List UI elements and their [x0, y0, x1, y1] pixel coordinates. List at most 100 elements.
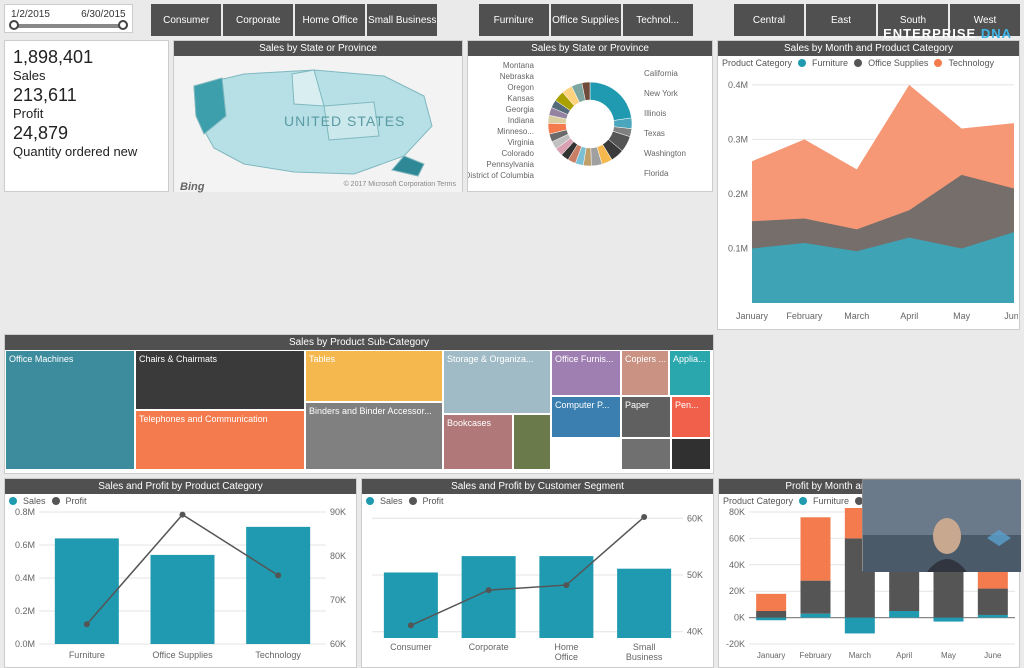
svg-text:New York: New York	[644, 89, 679, 98]
slicer-btn[interactable]: Corporate	[223, 4, 293, 36]
svg-text:50K: 50K	[687, 570, 703, 580]
svg-text:January: January	[736, 311, 769, 321]
svg-text:60K: 60K	[729, 533, 745, 543]
svg-text:April: April	[900, 311, 918, 321]
top-row: 1/2/2015 6/30/2015 ConsumerCorporateHome…	[0, 0, 1024, 40]
slicer-btn[interactable]: Small Business	[367, 4, 437, 36]
donut-title: Sales by State or Province	[468, 41, 712, 56]
svg-text:District of Columbia: District of Columbia	[468, 171, 535, 180]
svg-text:Colorado: Colorado	[502, 149, 535, 158]
svg-text:-20K: -20K	[726, 639, 745, 649]
combo1-panel[interactable]: Sales and Profit by Product Category Sal…	[4, 478, 357, 668]
combo2-legend: Sales Profit	[362, 494, 713, 508]
donut-panel[interactable]: Sales by State or Province Montana Nebras…	[467, 40, 713, 192]
svg-text:Nebraska: Nebraska	[500, 72, 535, 81]
kpi-qty-value: 24,879	[13, 123, 160, 144]
slider-handle-left[interactable]	[9, 20, 19, 30]
date-slider[interactable]	[11, 24, 126, 28]
slicer-btn[interactable]: Central	[734, 4, 804, 36]
svg-text:70K: 70K	[330, 595, 346, 605]
svg-text:Home: Home	[554, 642, 578, 652]
kpi-sales-label: Sales	[13, 68, 160, 83]
svg-text:Corporate: Corporate	[469, 642, 509, 652]
svg-text:60K: 60K	[687, 513, 703, 523]
treemap-svg: Office MachinesChairs & ChairmatsTelepho…	[5, 350, 713, 470]
svg-text:Pennsylvania: Pennsylvania	[486, 160, 534, 169]
date-slicer[interactable]: 1/2/2015 6/30/2015	[4, 4, 133, 33]
svg-text:Computer P...: Computer P...	[555, 400, 609, 410]
svg-text:Virginia: Virginia	[507, 138, 534, 147]
svg-text:Small: Small	[633, 642, 656, 652]
svg-text:May: May	[941, 651, 956, 660]
svg-text:Consumer: Consumer	[390, 642, 432, 652]
slider-handle-right[interactable]	[118, 20, 128, 30]
svg-text:Copiers ...: Copiers ...	[625, 354, 666, 364]
svg-text:Office Supplies: Office Supplies	[152, 650, 213, 660]
map-terms: © 2017 Microsoft Corporation Terms	[344, 181, 456, 193]
svg-text:May: May	[953, 311, 971, 321]
svg-text:40K: 40K	[687, 627, 703, 637]
svg-text:0.6M: 0.6M	[15, 540, 35, 550]
date-end: 6/30/2015	[81, 9, 126, 20]
svg-text:Kansas: Kansas	[507, 94, 534, 103]
combo2-panel[interactable]: Sales and Profit by Customer Segment Sal…	[361, 478, 714, 668]
slicer-btn[interactable]: Furniture	[479, 4, 549, 36]
svg-text:Georgia: Georgia	[506, 105, 535, 114]
slicer-btn[interactable]: East	[806, 4, 876, 36]
svg-text:Office Machines: Office Machines	[9, 354, 74, 364]
slicer-btn[interactable]: Technol...	[623, 4, 693, 36]
map-panel[interactable]: Sales by State or Province UNITED STATES…	[173, 40, 463, 192]
treemap-panel[interactable]: Sales by Product Sub-Category Office Mac…	[4, 334, 714, 474]
kpi-card: 1,898,401 Sales 213,611 Profit 24,879 Qu…	[4, 40, 169, 192]
combo2-svg: 40K 50K 60K Consumer Corporate HomeOffice Smal…	[362, 508, 713, 664]
svg-text:0.8M: 0.8M	[15, 508, 35, 517]
svg-text:Indiana: Indiana	[508, 116, 535, 125]
svg-text:0.3M: 0.3M	[728, 134, 748, 144]
svg-text:March: March	[849, 651, 871, 660]
svg-text:0.2M: 0.2M	[15, 606, 35, 616]
slicer-btn[interactable]: Office Supplies	[551, 4, 621, 36]
segment-slicer: ConsumerCorporateHome OfficeSmall Busine…	[151, 4, 437, 36]
svg-text:0K: 0K	[734, 613, 745, 623]
svg-text:April: April	[896, 651, 912, 660]
svg-text:40K: 40K	[729, 560, 745, 570]
svg-text:Furniture: Furniture	[69, 650, 105, 660]
svg-text:Pen...: Pen...	[675, 400, 699, 410]
svg-text:March: March	[844, 311, 869, 321]
svg-text:0.1M: 0.1M	[728, 243, 748, 253]
svg-text:Applia...: Applia...	[673, 354, 706, 364]
svg-text:Illinois: Illinois	[644, 109, 666, 118]
svg-text:80K: 80K	[729, 508, 745, 517]
map-country-label: UNITED STATES	[284, 113, 405, 129]
slicer-btn[interactable]: Consumer	[151, 4, 221, 36]
combo1-legend: Sales Profit	[5, 494, 356, 508]
kpi-sales-value: 1,898,401	[13, 47, 160, 68]
category-slicer: FurnitureOffice SuppliesTechnol...	[479, 4, 693, 36]
webcam-thumbnail	[862, 479, 1020, 571]
svg-text:0.2M: 0.2M	[728, 189, 748, 199]
svg-text:Oregon: Oregon	[507, 83, 534, 92]
map-svg: UNITED STATES	[174, 56, 462, 192]
area-svg: 0.1M0.2M0.3M0.4MJanuaryFebruaryMarchApri…	[718, 70, 1018, 325]
donut-svg: Montana Nebraska Oregon Kansas Georgia Indian…	[468, 56, 712, 192]
svg-text:Office Furnis...: Office Furnis...	[555, 354, 613, 364]
svg-text:February: February	[786, 311, 823, 321]
area-chart-panel[interactable]: Sales by Month and Product Category Prod…	[717, 40, 1020, 330]
svg-text:Technology: Technology	[255, 650, 301, 660]
svg-text:Florida: Florida	[644, 169, 669, 178]
map-title: Sales by State or Province	[174, 41, 462, 56]
svg-text:January: January	[757, 651, 785, 660]
svg-text:Tables: Tables	[309, 354, 336, 364]
slicer-btn[interactable]: Home Office	[295, 4, 365, 36]
area-title: Sales by Month and Product Category	[718, 41, 1019, 56]
svg-text:Office: Office	[555, 652, 578, 662]
kpi-qty-label: Quantity ordered new	[13, 144, 160, 159]
svg-text:60K: 60K	[330, 639, 346, 649]
svg-text:Paper: Paper	[625, 400, 649, 410]
svg-text:February: February	[799, 651, 831, 660]
svg-text:California: California	[644, 69, 678, 78]
combo2-title: Sales and Profit by Customer Segment	[362, 479, 713, 494]
svg-text:June: June	[1004, 311, 1018, 321]
svg-text:Telephones and Communication: Telephones and Communication	[139, 414, 268, 424]
svg-text:Montana: Montana	[503, 61, 535, 70]
